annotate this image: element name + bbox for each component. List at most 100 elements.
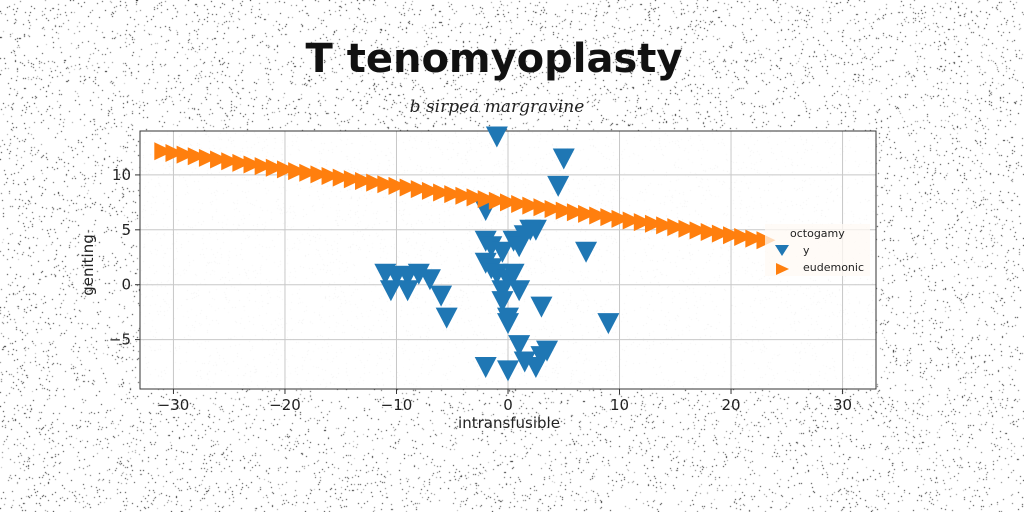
data-point-eudemonic (622, 211, 642, 230)
legend: octogamy y eudemonic (765, 224, 870, 276)
x-tick-label: 10 (610, 396, 629, 414)
legend-label-eudemonic: eudemonic (803, 261, 864, 274)
data-point-eudemonic (444, 185, 464, 204)
data-point-y (575, 241, 598, 263)
y-axis-label: geniting (79, 234, 97, 296)
y-tick-label: 0 (121, 276, 131, 294)
data-point-eudemonic (600, 208, 620, 227)
data-point-eudemonic (500, 193, 519, 212)
data-point-eudemonic (310, 165, 330, 184)
data-point-y (435, 307, 458, 329)
data-point-eudemonic (544, 199, 564, 218)
data-point-y (485, 126, 508, 148)
data-point-y (491, 291, 514, 313)
data-point-eudemonic (578, 204, 598, 223)
x-axis-label: intransfusible (458, 414, 560, 432)
data-point-eudemonic (678, 219, 698, 238)
chart-subtitle: b sirpea margravine (410, 97, 585, 117)
data-point-y (485, 263, 508, 285)
data-point-y (491, 280, 514, 302)
data-point-eudemonic (399, 178, 419, 197)
data-point-y (524, 219, 547, 241)
x-tick-label: 30 (833, 396, 852, 414)
data-point-eudemonic (165, 143, 185, 162)
data-point-eudemonic (611, 209, 631, 228)
data-point-eudemonic (689, 221, 709, 240)
x-tick-label: 0 (503, 396, 513, 414)
data-point-y (474, 357, 497, 379)
data-point-eudemonic (232, 153, 252, 172)
x-ticks: −30 −20 −10 0 10 20 30 (158, 389, 852, 414)
series-eudemonic (154, 142, 776, 250)
data-point-eudemonic (421, 181, 441, 200)
data-point-y (418, 269, 441, 291)
data-point-y (508, 335, 531, 357)
x-tick-label: −20 (269, 396, 301, 414)
x-tick-label: −10 (381, 396, 413, 414)
data-point-eudemonic (667, 218, 687, 237)
data-point-eudemonic (265, 158, 285, 177)
data-point-y (379, 280, 402, 302)
data-point-eudemonic (656, 216, 676, 235)
y-tick-label: 5 (121, 221, 131, 239)
data-point-y (502, 263, 525, 285)
data-point-y (480, 236, 503, 258)
data-point-eudemonic (321, 167, 341, 186)
data-point-y (597, 313, 620, 335)
data-point-y (530, 296, 553, 318)
data-point-y (497, 360, 519, 382)
data-point-eudemonic (745, 229, 765, 248)
data-point-eudemonic (433, 183, 453, 202)
data-point-eudemonic (276, 160, 296, 179)
data-point-y (396, 280, 419, 302)
data-point-eudemonic (700, 223, 720, 242)
data-point-y (524, 357, 547, 379)
data-point-eudemonic (533, 198, 553, 217)
data-point-eudemonic (488, 191, 508, 210)
data-point-eudemonic (332, 168, 352, 187)
data-point-eudemonic (455, 186, 475, 205)
data-point-eudemonic (221, 152, 241, 171)
data-point-eudemonic (366, 173, 386, 192)
legend-title: octogamy (790, 227, 845, 240)
data-point-eudemonic (210, 150, 230, 169)
data-point-eudemonic (288, 162, 308, 181)
data-point-y (508, 280, 531, 302)
data-point-eudemonic (734, 227, 754, 246)
data-point-eudemonic (644, 214, 664, 233)
data-point-eudemonic (254, 157, 274, 176)
data-point-y (530, 346, 553, 368)
data-point-eudemonic (511, 195, 531, 214)
data-point-eudemonic (377, 175, 397, 194)
data-point-y (407, 263, 430, 285)
data-point-y (513, 351, 536, 373)
data-point-y (430, 285, 453, 307)
legend-label-y: y (803, 244, 810, 257)
data-point-eudemonic (176, 145, 196, 164)
data-point-eudemonic (477, 190, 497, 209)
chart-title: T tenomyoplasty (306, 36, 683, 82)
data-point-eudemonic (187, 147, 207, 166)
data-point-eudemonic (355, 171, 375, 190)
data-point-eudemonic (711, 224, 731, 243)
data-point-eudemonic (388, 176, 408, 195)
data-point-eudemonic (566, 203, 586, 222)
data-point-eudemonic (243, 155, 263, 174)
y-tick-label: 10 (112, 166, 131, 184)
grid (140, 131, 876, 389)
data-point-eudemonic (299, 163, 319, 182)
x-tick-label: 20 (721, 396, 740, 414)
data-point-eudemonic (410, 180, 430, 199)
series-y (374, 126, 620, 382)
data-point-eudemonic (723, 226, 743, 245)
data-point-eudemonic (555, 201, 575, 220)
data-point-eudemonic (522, 196, 542, 215)
data-point-eudemonic (198, 148, 218, 167)
data-point-y (547, 175, 570, 197)
y-tick-label: −5 (109, 331, 131, 349)
data-point-eudemonic (589, 206, 609, 225)
data-point-y (497, 307, 519, 329)
data-point-eudemonic (466, 188, 486, 207)
data-point-y (491, 241, 514, 263)
x-tick-label: −30 (158, 396, 190, 414)
